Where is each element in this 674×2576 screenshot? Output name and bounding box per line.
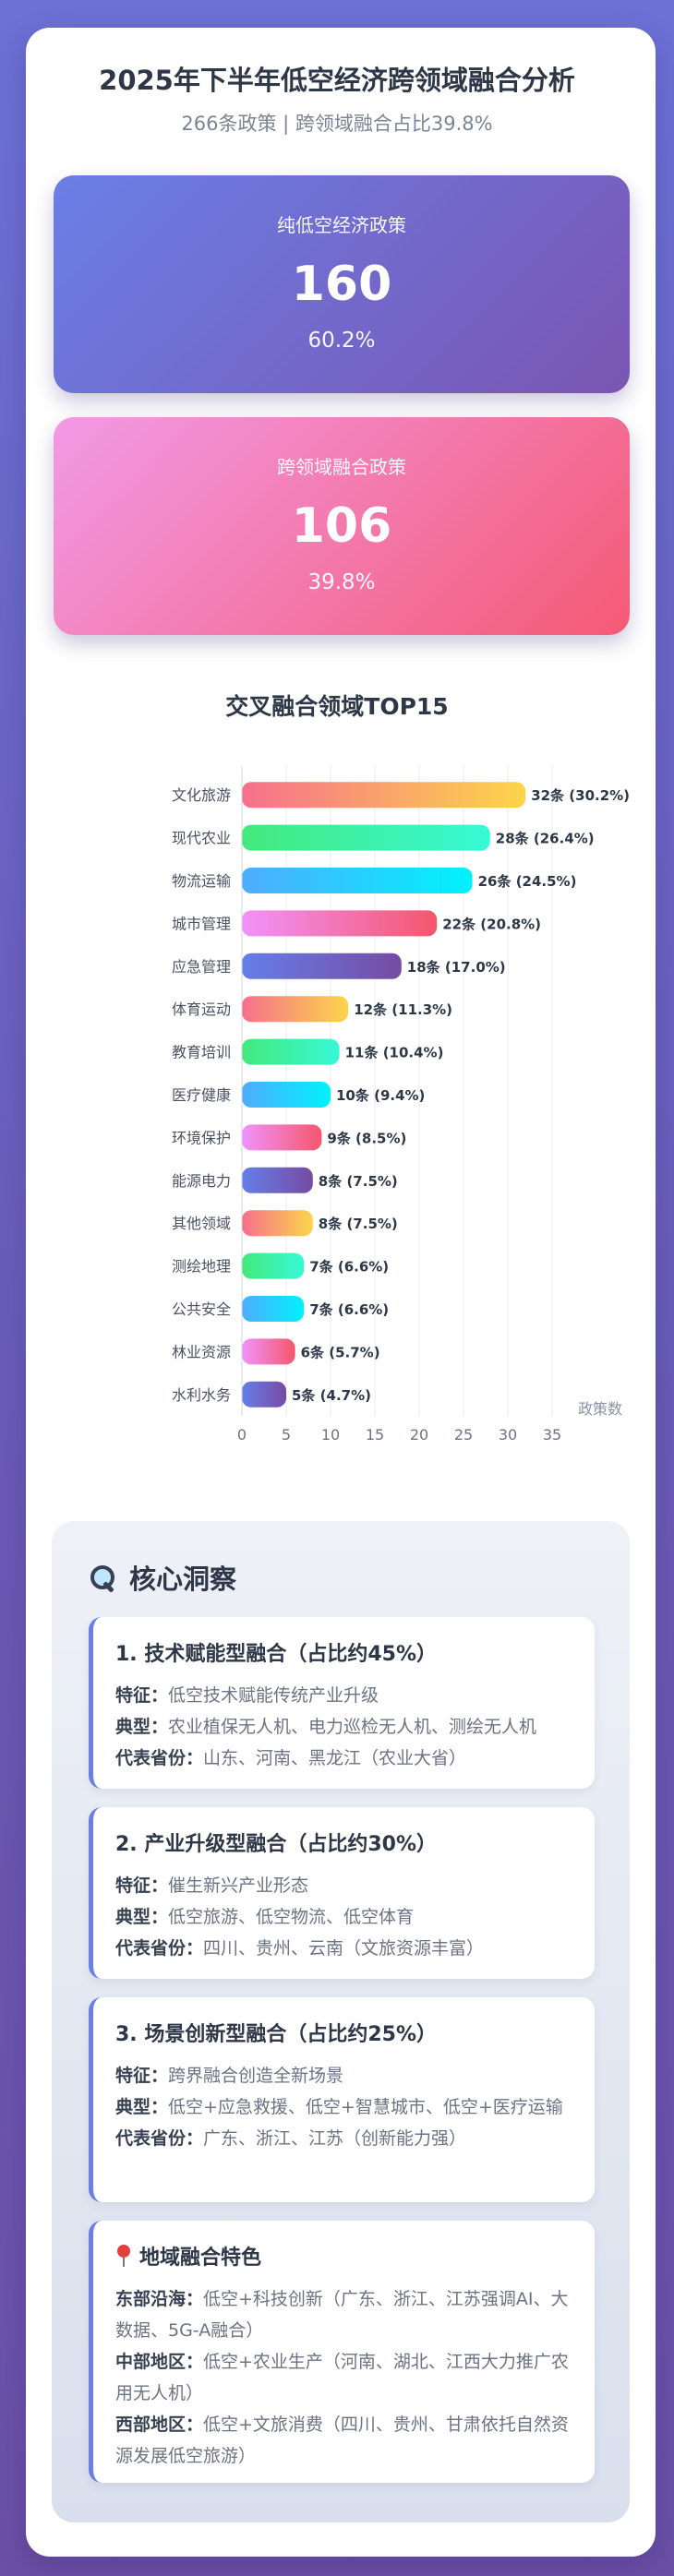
insight-card-tech: 1. 技术赋能型融合（占比约45%） 特征：低空技术赋能传统产业升级 典型：农业… [89, 1617, 595, 1789]
stat-label: 纯低空经济政策 [277, 214, 406, 236]
category-label: 林业资源 [172, 1343, 231, 1360]
category-label: 公共安全 [172, 1300, 231, 1318]
x-axis-label: 政策数 [578, 1400, 622, 1418]
bar [242, 996, 349, 1023]
category-label: 文化旅游 [172, 786, 231, 804]
bar [242, 782, 526, 809]
category-label: 医疗健康 [172, 1086, 231, 1104]
magnifier-icon [89, 1564, 116, 1591]
bar [242, 910, 438, 937]
bar [242, 1038, 340, 1065]
insight-line: 特征：低空技术赋能传统产业升级 [115, 1685, 379, 1706]
insight-card-scene: 3. 场景创新型融合（占比约25%） 特征：跨界融合创造全新场景 典型：低空+应… [89, 1997, 595, 2202]
insight-card-regional: 地域融合特色 东部沿海：低空+科技创新（广东、浙江、江苏强调AI、大数据、5G-… [89, 2221, 595, 2483]
x-tick-label: 30 [499, 1426, 517, 1444]
bar [242, 1252, 305, 1279]
insight-line: 中部地区：低空+农业生产（河南、湖北、江西大力推广农用无人机） [115, 2352, 569, 2403]
insight-line: 典型：农业植保无人机、电力巡检无人机、测绘无人机 [115, 1717, 537, 1737]
data-label: 26条 (24.5%) [478, 873, 577, 890]
insight-line: 典型：低空+应急救援、低空+智慧城市、低空+医疗运输 [115, 2097, 563, 2117]
data-label: 9条 (8.5%) [327, 1130, 406, 1146]
page-title: 2025年下半年低空经济跨领域融合分析 [99, 65, 575, 96]
stat-card-pure-policy: 纯低空经济政策 160 60.2% [54, 175, 630, 393]
category-label: 环境保护 [172, 1129, 231, 1146]
data-label: 7条 (6.6%) [309, 1301, 389, 1318]
bar [242, 868, 473, 893]
insight-line: 特征：催生新兴产业形态 [115, 1875, 309, 1896]
category-label: 教育培训 [172, 1044, 231, 1061]
category-label: 体育运动 [172, 1000, 231, 1018]
x-tick-label: 10 [321, 1426, 340, 1444]
data-label: 8条 (7.5%) [319, 1216, 398, 1232]
insight-line: 代表省份：四川、贵州、云南（文旅资源丰富） [115, 1938, 485, 1959]
category-label: 能源电力 [172, 1172, 231, 1190]
bar [242, 1296, 305, 1322]
insight-card-industry: 2. 产业升级型融合（占比约30%） 特征：催生新兴产业形态 典型：低空旅游、低… [89, 1807, 595, 1979]
x-tick-label: 0 [237, 1426, 247, 1444]
x-tick-label: 5 [282, 1426, 291, 1444]
stat-percent: 60.2% [307, 329, 376, 353]
data-label: 5条 (4.7%) [292, 1387, 371, 1404]
insights-heading: 核心洞察 [89, 1558, 236, 1597]
insight-line: 特征：跨界融合创造全新场景 [115, 2066, 344, 2086]
data-label: 11条 (10.4%) [345, 1045, 444, 1061]
x-tick-label: 35 [543, 1426, 561, 1444]
data-label: 10条 (9.4%) [336, 1087, 425, 1104]
data-label: 7条 (6.6%) [309, 1259, 389, 1276]
category-label: 测绘地理 [172, 1258, 231, 1276]
stat-percent: 39.8% [307, 570, 376, 594]
category-label: 城市管理 [172, 915, 231, 932]
bar [242, 1381, 286, 1408]
data-label: 22条 (20.8%) [442, 916, 541, 932]
category-label: 其他领域 [172, 1215, 231, 1232]
bar [242, 824, 490, 851]
bar-chart: 32条 (30.2%) 28条 (26.4%) 26条 (24.5%) 22条 (20… [172, 766, 630, 1444]
page-subtitle: 266条政策 | 跨领域融合占比39.8% [181, 113, 493, 135]
data-label: 28条 (26.4%) [496, 831, 595, 847]
stat-value: 160 [291, 257, 392, 312]
bar [242, 1082, 331, 1108]
data-label: 12条 (11.3%) [354, 1001, 452, 1018]
insight-title: 2. 产业升级型融合（占比约30%） [115, 1833, 437, 1856]
insight-title: 地域融合特色 [115, 2241, 572, 2270]
insight-line: 典型：低空旅游、低空物流、低空体育 [115, 1907, 415, 1927]
bar [242, 1210, 313, 1237]
insights-heading-text: 核心洞察 [129, 1564, 237, 1595]
x-tick-label: 25 [454, 1426, 473, 1444]
pin-icon [115, 2245, 132, 2267]
data-label: 6条 (5.7%) [301, 1344, 380, 1360]
category-label: 应急管理 [172, 958, 231, 976]
insight-line: 代表省份：山东、河南、黑龙江（农业大省） [115, 1748, 467, 1768]
stat-value: 106 [291, 498, 392, 554]
category-label: 水利水务 [172, 1386, 231, 1404]
bar [242, 1124, 322, 1151]
x-tick-label: 15 [366, 1426, 384, 1444]
insight-title: 3. 场景创新型融合（占比约25%） [115, 2023, 437, 2046]
bar [242, 1167, 313, 1193]
category-label: 现代农业 [172, 830, 231, 847]
x-tick-label: 20 [410, 1426, 428, 1444]
category-label: 物流运输 [172, 872, 231, 890]
chart-title: 交叉融合领域TOP15 [225, 693, 449, 720]
bar [242, 953, 402, 979]
insight-line: 代表省份：广东、浙江、江苏（创新能力强） [115, 2128, 467, 2149]
stat-card-cross-domain-policy: 跨领域融合政策 106 39.8% [54, 417, 630, 635]
data-label: 32条 (30.2%) [531, 787, 630, 804]
bar [242, 1338, 295, 1365]
insight-line: 西部地区：低空+文旅消费（四川、贵州、甘肃依托自然资源发展低空旅游） [115, 2414, 569, 2466]
stat-label: 跨领域融合政策 [277, 456, 406, 478]
insight-title: 1. 技术赋能型融合（占比约45%） [115, 1643, 437, 1666]
insights-panel: 核心洞察 1. 技术赋能型融合（占比约45%） 特征：低空技术赋能传统产业升级 … [52, 1521, 630, 2522]
insight-line: 东部沿海：低空+科技创新（广东、浙江、江苏强调AI、大数据、5G-A融合） [115, 2289, 569, 2341]
data-label: 18条 (17.0%) [407, 959, 506, 976]
data-label: 8条 (7.5%) [319, 1173, 398, 1190]
